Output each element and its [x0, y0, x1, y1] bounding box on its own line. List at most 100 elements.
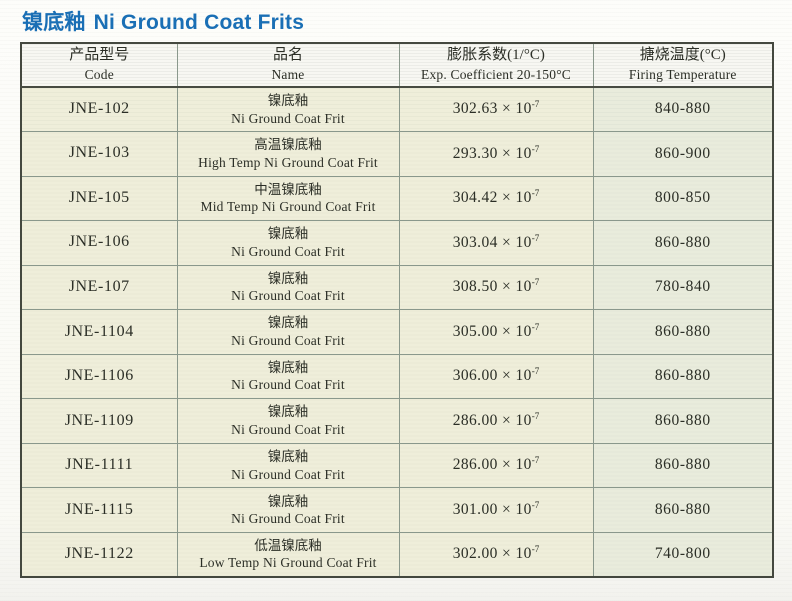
cell-code: JNE-1106	[20, 353, 178, 400]
coefficient-exponent: -7	[531, 143, 540, 154]
table-row: JNE-107 镍底釉 Ni Ground Coat Frit 308.50 ×…	[20, 264, 774, 311]
cell-firing-temp: 860-880	[592, 442, 774, 489]
name-zh: 镍底釉	[267, 92, 309, 108]
name-en: Ni Ground Coat Frit	[231, 243, 345, 259]
name-en: Low Temp Ni Ground Coat Frit	[199, 555, 377, 571]
table-row: JNE-105 中温镍底釉 Mid Temp Ni Ground Coat Fr…	[20, 175, 774, 222]
coefficient-exponent: -7	[531, 232, 540, 243]
cell-name: 镍底釉 Ni Ground Coat Frit	[176, 220, 400, 266]
cell-name: 镍底釉 Ni Ground Coat Frit	[176, 398, 400, 444]
cell-code: JNE-1122	[20, 531, 178, 578]
coefficient-exponent: -7	[531, 277, 540, 288]
header-name-zh: 品名	[272, 47, 303, 64]
coefficient-base: 301.00 × 10	[452, 501, 532, 519]
header-coefficient-zh: 膨胀系数(1/°C)	[447, 47, 545, 64]
cell-firing-temp: 860-880	[592, 487, 774, 533]
name-en: Mid Temp Ni Ground Coat Frit	[200, 199, 376, 215]
table-row: JNE-1122 低温镍底釉 Low Temp Ni Ground Coat F…	[20, 531, 774, 578]
name-zh: 镍底釉	[267, 270, 309, 286]
page-title: 镍底釉 Ni Ground Coat Frits	[22, 6, 304, 36]
coefficient-base: 302.63 × 10	[452, 100, 532, 118]
cell-code: JNE-107	[20, 264, 178, 311]
coefficient-exponent: -7	[531, 499, 540, 510]
name-zh: 低温镍底釉	[254, 537, 322, 553]
cell-name: 镍底釉 Ni Ground Coat Frit	[176, 86, 400, 133]
header-firing-temp: 搪烧温度(°C) Firing Temperature	[592, 42, 774, 88]
table-row: JNE-1104 镍底釉 Ni Ground Coat Frit 305.00 …	[20, 309, 774, 355]
frits-spec-table: 产品型号 Code 品名 Name 膨胀系数(1/°C) Exp. Coeffi…	[20, 42, 774, 578]
cell-name: 镍底釉 Ni Ground Coat Frit	[176, 264, 400, 311]
coefficient-exponent: -7	[531, 99, 540, 110]
cell-firing-temp: 860-880	[592, 309, 774, 355]
cell-coefficient: 302.63 × 10-7	[398, 86, 594, 133]
cell-coefficient: 293.30 × 10-7	[398, 131, 594, 177]
cell-firing-temp: 860-880	[592, 398, 774, 444]
header-firing-temp-zh: 搪烧温度(°C)	[639, 47, 726, 64]
name-zh: 镍底釉	[267, 448, 309, 464]
cell-firing-temp: 800-850	[592, 175, 774, 222]
coefficient-base: 305.00 × 10	[452, 322, 532, 340]
header-code: 产品型号 Code	[20, 42, 178, 88]
cell-name: 中温镍底釉 Mid Temp Ni Ground Coat Frit	[176, 175, 400, 222]
table-row: JNE-102 镍底釉 Ni Ground Coat Frit 302.63 ×…	[20, 86, 774, 133]
cell-name: 镍底釉 Ni Ground Coat Frit	[176, 487, 400, 533]
cell-coefficient: 301.00 × 10-7	[398, 487, 594, 533]
name-zh: 镍底釉	[267, 404, 309, 420]
coefficient-base: 302.00 × 10	[452, 545, 532, 563]
header-coefficient: 膨胀系数(1/°C) Exp. Coefficient 20-150°C	[398, 42, 594, 88]
cell-code: JNE-106	[20, 220, 178, 266]
name-zh: 镍底釉	[267, 226, 309, 242]
cell-firing-temp: 860-880	[592, 220, 774, 266]
cell-coefficient: 286.00 × 10-7	[398, 398, 594, 444]
cell-firing-temp: 740-800	[592, 531, 774, 578]
name-en: Ni Ground Coat Frit	[231, 511, 345, 527]
coefficient-exponent: -7	[531, 455, 540, 466]
header-name: 品名 Name	[176, 42, 400, 88]
table-row: JNE-103 高温镍底釉 High Temp Ni Ground Coat F…	[20, 131, 774, 177]
cell-firing-temp: 780-840	[592, 264, 774, 311]
name-en: Ni Ground Coat Frit	[231, 421, 345, 437]
coefficient-exponent: -7	[531, 188, 540, 199]
coefficient-base: 286.00 × 10	[452, 411, 532, 429]
table-row: JNE-1111 镍底釉 Ni Ground Coat Frit 286.00 …	[20, 442, 774, 489]
cell-firing-temp: 840-880	[592, 86, 774, 133]
table-row: JNE-1115 镍底釉 Ni Ground Coat Frit 301.00 …	[20, 487, 774, 533]
cell-name: 镍底釉 Ni Ground Coat Frit	[176, 353, 400, 400]
name-zh: 镍底釉	[267, 493, 309, 509]
cell-code: JNE-105	[20, 175, 178, 222]
cell-coefficient: 305.00 × 10-7	[398, 309, 594, 355]
cell-name: 低温镍底釉 Low Temp Ni Ground Coat Frit	[176, 531, 400, 578]
name-en: High Temp Ni Ground Coat Frit	[198, 154, 378, 170]
coefficient-base: 286.00 × 10	[452, 456, 532, 474]
name-zh: 镍底釉	[267, 315, 309, 331]
cell-coefficient: 308.50 × 10-7	[398, 264, 594, 311]
cell-firing-temp: 860-880	[592, 353, 774, 400]
header-code-en: Code	[84, 66, 114, 82]
cell-code: JNE-1109	[20, 398, 178, 444]
cell-coefficient: 304.42 × 10-7	[398, 175, 594, 222]
cell-code: JNE-1111	[20, 442, 178, 489]
table-row: JNE-106 镍底釉 Ni Ground Coat Frit 303.04 ×…	[20, 220, 774, 266]
name-zh: 中温镍底釉	[254, 181, 322, 197]
coefficient-base: 306.00 × 10	[452, 367, 532, 385]
table-row: JNE-1106 镍底釉 Ni Ground Coat Frit 306.00 …	[20, 353, 774, 400]
coefficient-exponent: -7	[531, 321, 540, 332]
table-header-row: 产品型号 Code 品名 Name 膨胀系数(1/°C) Exp. Coeffi…	[20, 42, 774, 88]
cell-firing-temp: 860-900	[592, 131, 774, 177]
header-coefficient-en: Exp. Coefficient 20-150°C	[421, 66, 571, 82]
coefficient-exponent: -7	[531, 410, 540, 421]
cell-code: JNE-103	[20, 131, 178, 177]
header-name-en: Name	[271, 66, 305, 82]
name-zh: 高温镍底釉	[254, 137, 322, 153]
coefficient-base: 308.50 × 10	[452, 278, 532, 296]
name-zh: 镍底釉	[267, 359, 309, 375]
cell-coefficient: 306.00 × 10-7	[398, 353, 594, 400]
cell-name: 高温镍底釉 High Temp Ni Ground Coat Frit	[176, 131, 400, 177]
name-en: Ni Ground Coat Frit	[231, 466, 345, 482]
header-firing-temp-en: Firing Temperature	[628, 66, 737, 82]
name-en: Ni Ground Coat Frit	[231, 110, 345, 126]
cell-coefficient: 303.04 × 10-7	[398, 220, 594, 266]
coefficient-exponent: -7	[531, 544, 540, 555]
coefficient-base: 304.42 × 10	[452, 189, 532, 207]
